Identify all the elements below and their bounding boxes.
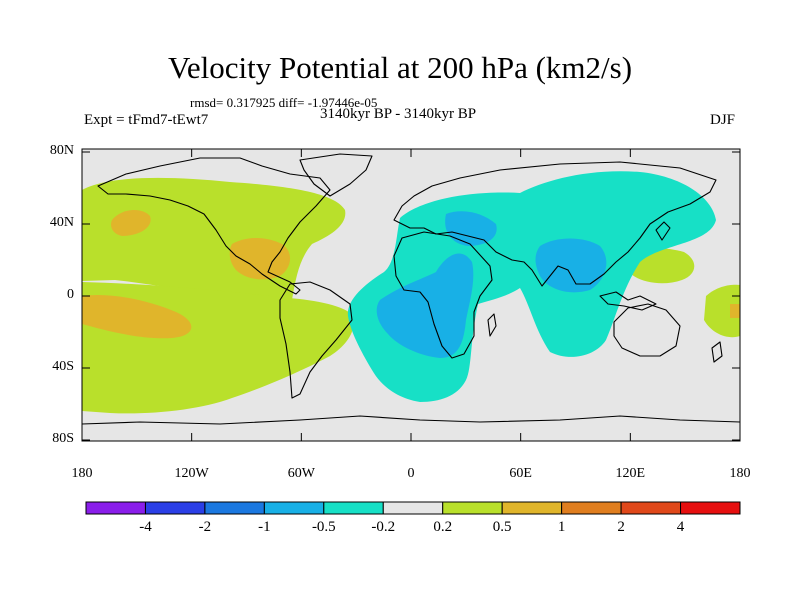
south-america-coast: [279, 281, 353, 399]
colorbar-box: [442, 501, 503, 515]
experiment-label: Expt = tFmd7-tEwt7: [84, 112, 209, 128]
y-tick-label: 0: [67, 287, 74, 302]
colorbar-label: 2: [617, 519, 625, 535]
new-zealand-coast: [711, 341, 723, 363]
colorbar-label: 4: [676, 519, 685, 535]
colorbar: [85, 501, 741, 515]
colorbar-box: [501, 501, 563, 515]
north-america-coast: [97, 157, 331, 295]
colorbar-label: -0.2: [371, 519, 396, 535]
coastlines: [82, 153, 740, 425]
colorbar-label: -4: [139, 519, 152, 535]
y-tick-label: 80S: [52, 431, 74, 446]
colorbar-label: 1: [557, 519, 566, 535]
positive-field-dateline: [704, 284, 740, 338]
season-label: DJF: [710, 112, 736, 128]
x-tick-label: 180: [71, 466, 93, 481]
x-tick-label: 120E: [615, 466, 646, 481]
colorbar-box: [144, 501, 206, 515]
y-tick-label: 40S: [52, 359, 74, 374]
colorbar-label: 0.2: [433, 519, 453, 535]
colorbar-box: [382, 501, 444, 515]
colorbar-label: -1: [258, 519, 271, 535]
africa-coast: [393, 231, 493, 359]
positive-core-pacific-north: [111, 210, 151, 236]
axis-ticks: [81, 149, 741, 441]
greenland-coast: [299, 153, 373, 197]
australia-coast: [613, 303, 681, 357]
colorbar-box: [263, 501, 325, 515]
colorbar-box: [204, 501, 265, 515]
colorbar-box: [85, 501, 146, 515]
antarctica-coast: [82, 415, 740, 425]
x-tick-label: 120W: [174, 466, 209, 481]
positive-core-caribbean: [229, 238, 291, 280]
madagascar-coast: [487, 313, 497, 337]
x-tick-label: 0: [407, 466, 415, 481]
colorbar-box: [561, 501, 622, 515]
period-label: 3140kyr BP - 3140kyr BP: [320, 106, 477, 122]
colorbar-label: -0.5: [311, 519, 336, 535]
negative-core-europe: [445, 211, 497, 246]
positive-core-pacific-south: [82, 294, 192, 339]
positive-core-dateline: [730, 304, 740, 318]
y-tick-label: 80N: [49, 143, 74, 158]
colorbar-label: 0.5: [492, 519, 512, 535]
y-tick-label: 40N: [49, 215, 74, 230]
x-tick-label: 60E: [509, 466, 532, 481]
colorbar-box: [680, 501, 741, 515]
eurasia-coast: [393, 161, 717, 287]
colorbar-label: -2: [198, 519, 212, 535]
colorbar-box: [323, 501, 384, 515]
maritime-continent: [599, 291, 657, 311]
map-title: Velocity Potential at 200 hPa (km2/s): [167, 50, 633, 85]
stats-line: rmsd= 0.317925 diff= -1.97446e-05: [190, 95, 378, 110]
japan-coast: [655, 221, 671, 241]
x-tick-label: 60W: [287, 466, 315, 481]
negative-core-asia: [535, 238, 607, 293]
x-tick-label: 180: [729, 466, 751, 481]
negative-core-africa: [376, 253, 474, 358]
colorbar-box: [620, 501, 682, 515]
